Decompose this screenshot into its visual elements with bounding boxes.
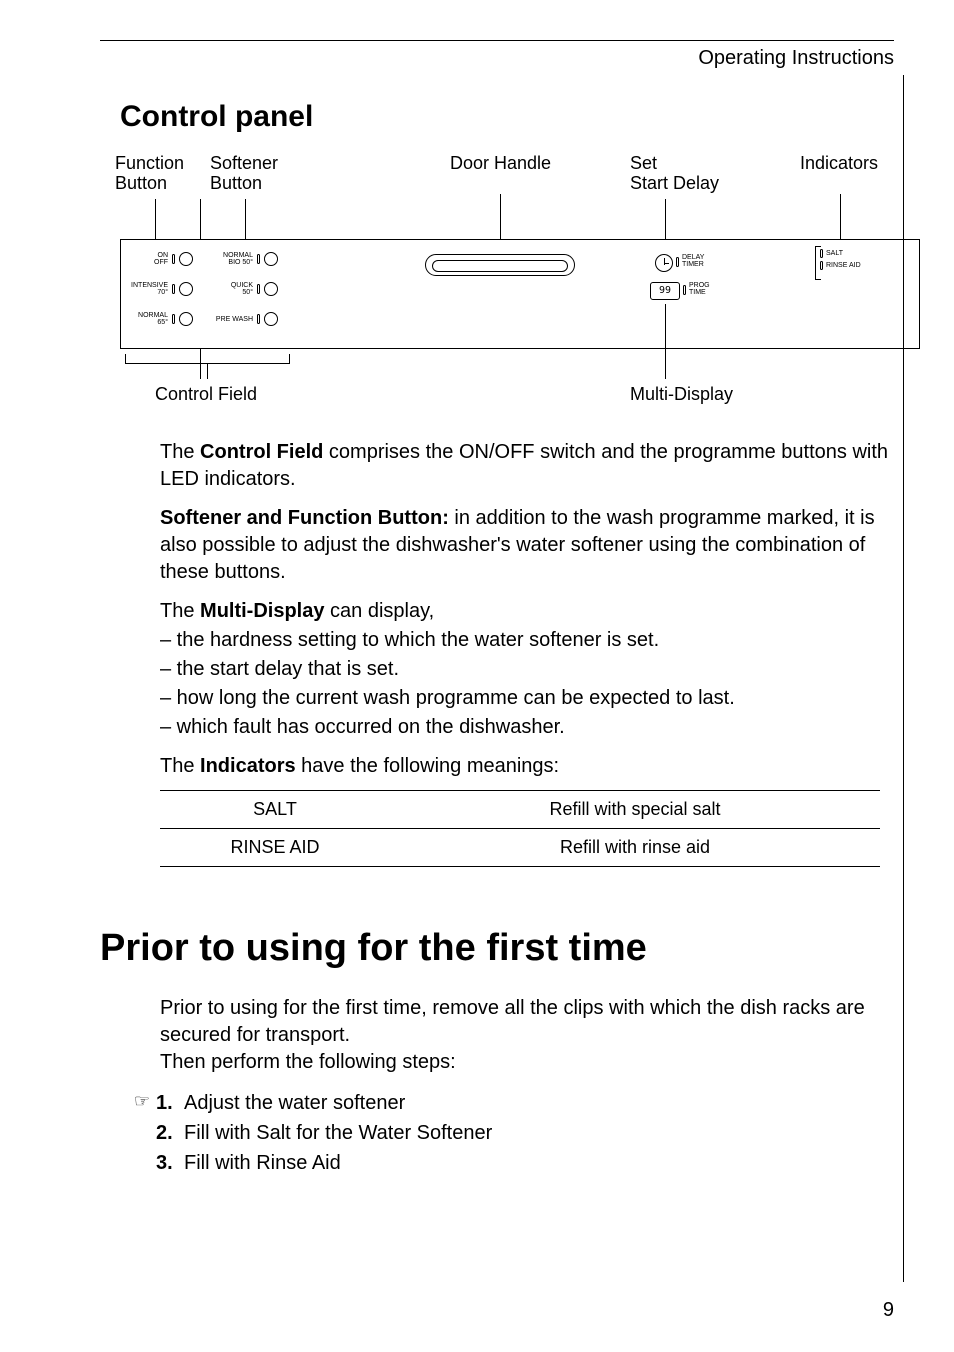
section2-intro: Prior to using for the first time, remov… [160, 995, 894, 1076]
btn-intensive: INTENSIVE 70° [130, 282, 193, 296]
section2-title: Prior to using for the first time [100, 927, 894, 970]
label-door: Door Handle [450, 154, 551, 174]
header-rule [100, 40, 894, 41]
lead-multidisplay [665, 304, 666, 379]
label-indicators: Indicators [800, 154, 878, 174]
indicator-rinse: RINSE AID [820, 261, 900, 270]
label-softener: Softener Button [210, 154, 278, 194]
cell-desc: Refill with rinse aid [390, 829, 880, 867]
bullet-2: – the start delay that is set. [160, 656, 894, 683]
indicator-table: SALT Refill with special salt RINSE AID … [160, 790, 880, 867]
door-handle-icon [425, 254, 575, 276]
led-icon [172, 254, 175, 264]
body-text: The Control Field comprises the ON/OFF s… [160, 439, 894, 780]
led-icon [257, 284, 260, 294]
label-multi-display: Multi-Display [630, 384, 733, 405]
hand-icon: ☞ [100, 1088, 150, 1115]
knob-icon [179, 252, 193, 266]
step-1: ☞ 1. Adjust the water softener [100, 1088, 894, 1118]
multi-display-icon: 99 [650, 282, 680, 300]
indicator-box: SALT RINSE AID [820, 249, 900, 289]
cell-label: SALT [160, 791, 390, 829]
indicator-bracket [815, 246, 821, 280]
cell-desc: Refill with special salt [390, 791, 880, 829]
btn-normal65: NORMAL 65° [130, 312, 193, 326]
lead-function [155, 199, 156, 239]
indicator-salt: SALT [820, 249, 900, 258]
label-control-field: Control Field [155, 384, 257, 405]
knob-icon [264, 252, 278, 266]
btn-prewash: PRE WASH [215, 312, 278, 326]
knob-icon [179, 312, 193, 326]
para-softener: Softener and Function Button: in additio… [160, 505, 894, 586]
cell-label: RINSE AID [160, 829, 390, 867]
page-number: 9 [883, 1299, 894, 1322]
para-control-field: The Control Field comprises the ON/OFF s… [160, 439, 894, 493]
delay-knob-icon [655, 254, 673, 272]
btn-on-off: ON OFF [130, 252, 193, 266]
table-row: SALT Refill with special salt [160, 791, 880, 829]
control-field-bracket [125, 354, 290, 364]
led-icon [172, 314, 175, 324]
section-title: Control panel [120, 100, 894, 134]
bullet-4: – which fault has occurred on the dishwa… [160, 714, 894, 741]
steps-list: ☞ 1. Adjust the water softener 2. Fill w… [100, 1088, 894, 1178]
led-icon [676, 257, 679, 267]
bullet-1: – the hardness setting to which the wate… [160, 627, 894, 654]
bullet-3: – how long the current wash programme ca… [160, 685, 894, 712]
led-icon [683, 285, 686, 295]
lead-softener [245, 199, 246, 239]
led-icon [257, 254, 260, 264]
btn-quick: QUICK 50° [215, 282, 278, 296]
table-row: RINSE AID Refill with rinse aid [160, 829, 880, 867]
delay-label: DELAY TIMER [682, 254, 704, 268]
led-icon [172, 284, 175, 294]
control-panel-diagram: Function Button Softener Button Door Han… [100, 154, 920, 414]
header-section: Operating Instructions [100, 47, 894, 70]
knob-icon [264, 282, 278, 296]
prog-label: PROG TIME [689, 282, 710, 296]
led-icon [257, 314, 260, 324]
control-field-stem [207, 364, 208, 379]
step-2: 2. Fill with Salt for the Water Softener [100, 1118, 894, 1148]
para-indicators: The Indicators have the following meanin… [160, 753, 894, 780]
knob-icon [179, 282, 193, 296]
btn-normal-bio: NORMAL BIO 50° [215, 252, 278, 266]
para-multidisplay: The Multi-Display can display, [160, 598, 894, 625]
step-3: 3. Fill with Rinse Aid [100, 1148, 894, 1178]
knob-icon [264, 312, 278, 326]
label-delay: Set Start Delay [630, 154, 719, 194]
label-function: Function Button [115, 154, 184, 194]
page-side-rule [903, 75, 904, 1282]
